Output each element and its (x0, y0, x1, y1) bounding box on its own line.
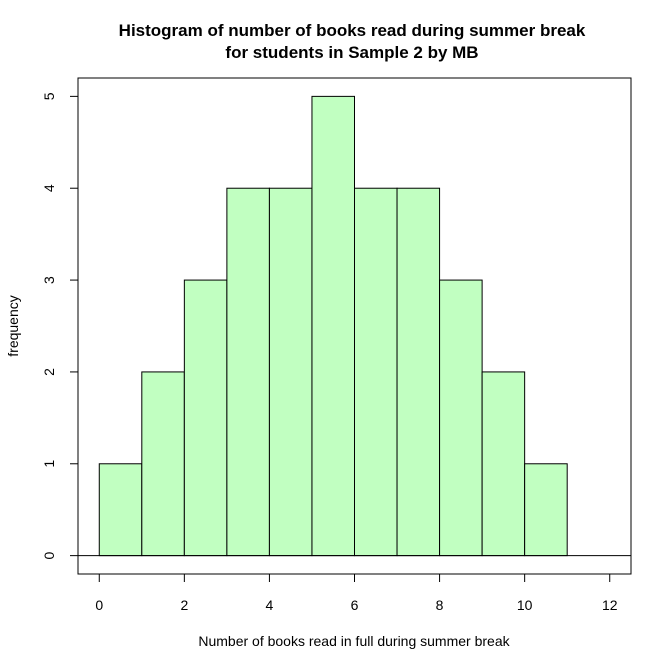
y-tick-label-1: 1 (41, 460, 57, 468)
x-tick-label-8: 8 (436, 597, 444, 613)
y-tick-label-3: 3 (41, 276, 57, 284)
histogram-bar-5 (311, 95, 356, 557)
y-axis-label: frequency (5, 295, 21, 356)
x-tick-label-2: 2 (180, 597, 188, 613)
histogram-bar-9 (481, 371, 526, 557)
y-tick-label-2: 2 (41, 368, 57, 376)
histogram-bar-8 (439, 279, 483, 557)
chart-title: Histogram of number of books read during… (119, 21, 586, 40)
histogram-bar-0 (98, 463, 143, 557)
y-tick-label-5: 5 (41, 92, 57, 100)
x-axis: 0 2 4 6 8 10 12 (95, 573, 618, 613)
y-tick-label-4: 4 (41, 184, 57, 192)
x-tick-label-0: 0 (95, 597, 103, 613)
histogram-bar-1 (141, 371, 185, 557)
chart-subtitle: for students in Sample 2 by MB (225, 43, 478, 62)
histogram-bar-4 (268, 187, 313, 557)
histogram-bar-6 (354, 187, 398, 557)
x-tick-label-12: 12 (602, 597, 618, 613)
y-tick-label-0: 0 (41, 552, 57, 560)
x-axis-label: Number of books read in full during summ… (198, 633, 510, 649)
histogram-bar-3 (226, 187, 270, 557)
x-tick-label-6: 6 (351, 597, 359, 613)
y-axis: 0 1 2 3 4 5 (41, 92, 79, 560)
bars (98, 95, 568, 557)
x-tick-label-10: 10 (517, 597, 533, 613)
histogram-bar-2 (183, 279, 228, 557)
histogram-bar-10 (524, 463, 568, 557)
histogram-bar-7 (396, 187, 441, 557)
x-tick-label-4: 4 (266, 597, 274, 613)
